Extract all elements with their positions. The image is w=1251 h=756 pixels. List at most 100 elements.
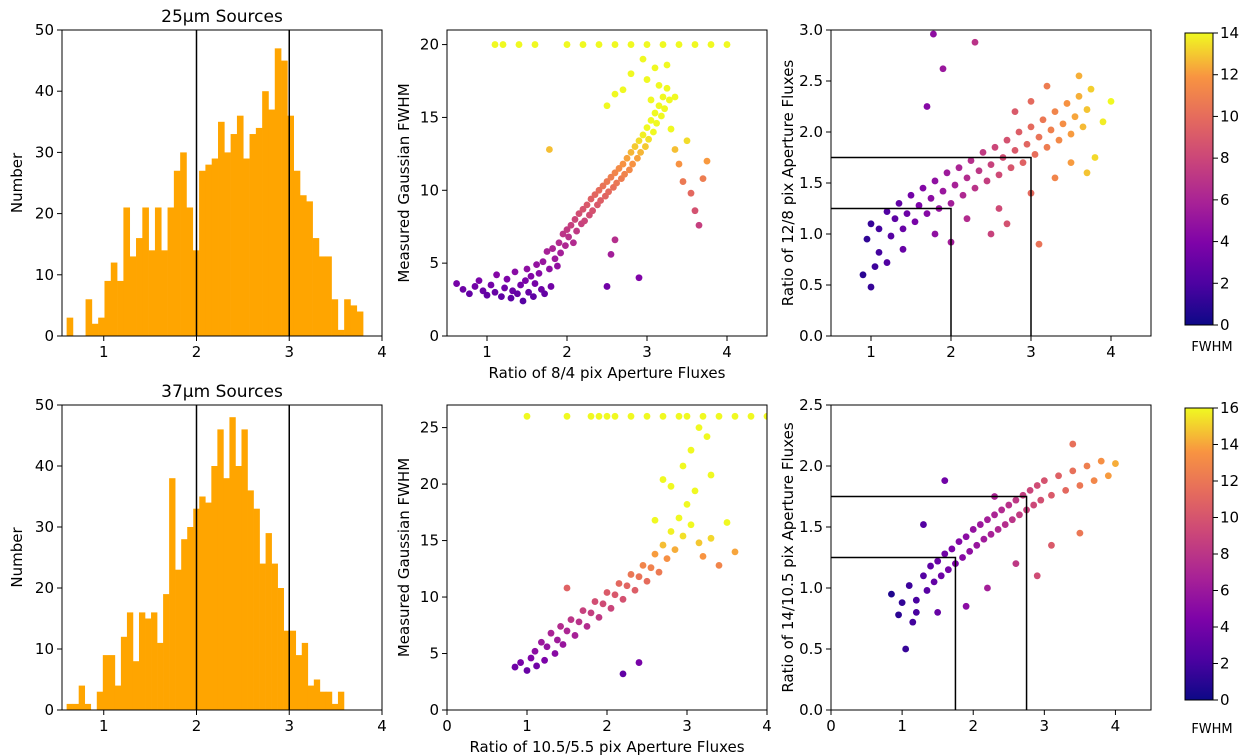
x-tick-label: 4 [377,343,387,361]
histogram-bar [287,115,294,336]
panel-5: 0 1 2 3 4 0 5 10 15 20 25 Ratio of 10.5/5.5 pix Ape… [395,404,772,756]
axes-frame [830,29,1152,337]
x-tick-label: 3 [1040,717,1050,735]
scatter-point [499,41,507,48]
histogram-bar [169,478,176,710]
scatter-point [515,41,523,48]
scatter-point [923,210,931,218]
scatter-point [895,200,903,207]
scatter-point [903,210,911,218]
histogram-bar [331,703,339,710]
scatter-point [959,554,966,561]
scatter-point [639,131,647,139]
histogram-bar [66,703,73,710]
scatter-point [591,598,599,605]
scatter-point [603,178,611,185]
histogram-bar [230,134,238,336]
scatter-point [723,519,731,526]
scatter-point [551,255,559,263]
scatter-point [1104,472,1112,480]
scatter-point [1027,98,1035,105]
histogram-bar [356,311,364,336]
y-tick-label: 0 [44,701,54,719]
scatter-point [1012,560,1020,567]
scatter-point [703,433,711,441]
histogram-bar [243,158,250,336]
y-tick-label: 0.5 [799,640,823,658]
scatter-point [962,533,970,541]
scatter-point [1011,146,1019,154]
scatter-point [591,191,599,199]
colorbar-tick-label: 0 [1220,316,1230,334]
scatter-point [1023,140,1031,148]
histogram-bar [218,121,225,336]
y-tick-label: 30 [35,518,54,536]
scatter-point [543,643,551,651]
scatter-point [639,55,647,63]
scatter-point [930,578,938,586]
scatter-point [527,272,535,280]
scatter-point [963,215,971,223]
histogram-bar [199,170,206,336]
scatter-point [763,412,767,420]
x-tick-label: 2 [946,343,956,361]
scatter-point [637,149,644,156]
scatter-point [453,280,460,287]
scatter-point [613,179,620,187]
scatter-point [1063,100,1071,107]
scatter-point [695,221,703,229]
histogram-bar [96,691,104,710]
scatter-point [619,595,627,603]
scatter-point [647,116,655,124]
scatter-point [959,191,967,199]
scatter-point [459,285,467,293]
scatter-point [575,210,583,218]
scatter-point [679,462,687,470]
scatter-point [1047,126,1055,134]
scatter-point [930,30,937,38]
scatter-point [546,146,553,153]
scatter-point [699,412,707,420]
scatter-point [659,93,667,101]
scatter-point [995,171,1003,179]
histogram-bar [241,429,248,710]
scatter-point [1059,120,1067,128]
scatter-point [947,200,955,207]
scatter-point [975,167,983,175]
x-tick-label: 2 [192,343,202,361]
colorbar-1: 0 2 4 6 8 10 12 14 FWHM [1184,24,1239,355]
scatter-point [1001,521,1009,528]
scatter-point [1076,482,1084,489]
scatter-point [915,202,923,209]
scatter-point [623,154,631,162]
scatter-point [887,232,895,240]
scatter-point [699,175,707,183]
scatter-point [503,275,511,283]
axes-frame [61,29,383,337]
scatter-point [531,41,539,48]
scatter-point [920,521,927,528]
scatter-point [519,297,527,305]
scatter-point [659,476,667,483]
histogram-bar [148,250,156,336]
scatter-point [1043,143,1051,151]
scatter-point [979,149,987,156]
scatter-point [623,582,631,590]
scatter-point [555,239,563,247]
scatter-point [651,64,659,72]
histogram-bar [229,417,236,710]
y-tick-label: 0 [429,327,439,345]
scatter-point [1008,516,1016,524]
scatter-point [563,584,571,592]
scatter-point [523,667,531,674]
colorbar-tick-label: 2 [1220,274,1230,292]
x-tick-label: 2 [602,717,612,735]
scatter-point [687,521,695,529]
scatter-point [937,572,945,580]
scatter-point [679,178,687,185]
scatter-point [543,248,551,255]
colorbar-tick-label: 10 [1220,509,1239,527]
scatter-point [531,280,539,287]
